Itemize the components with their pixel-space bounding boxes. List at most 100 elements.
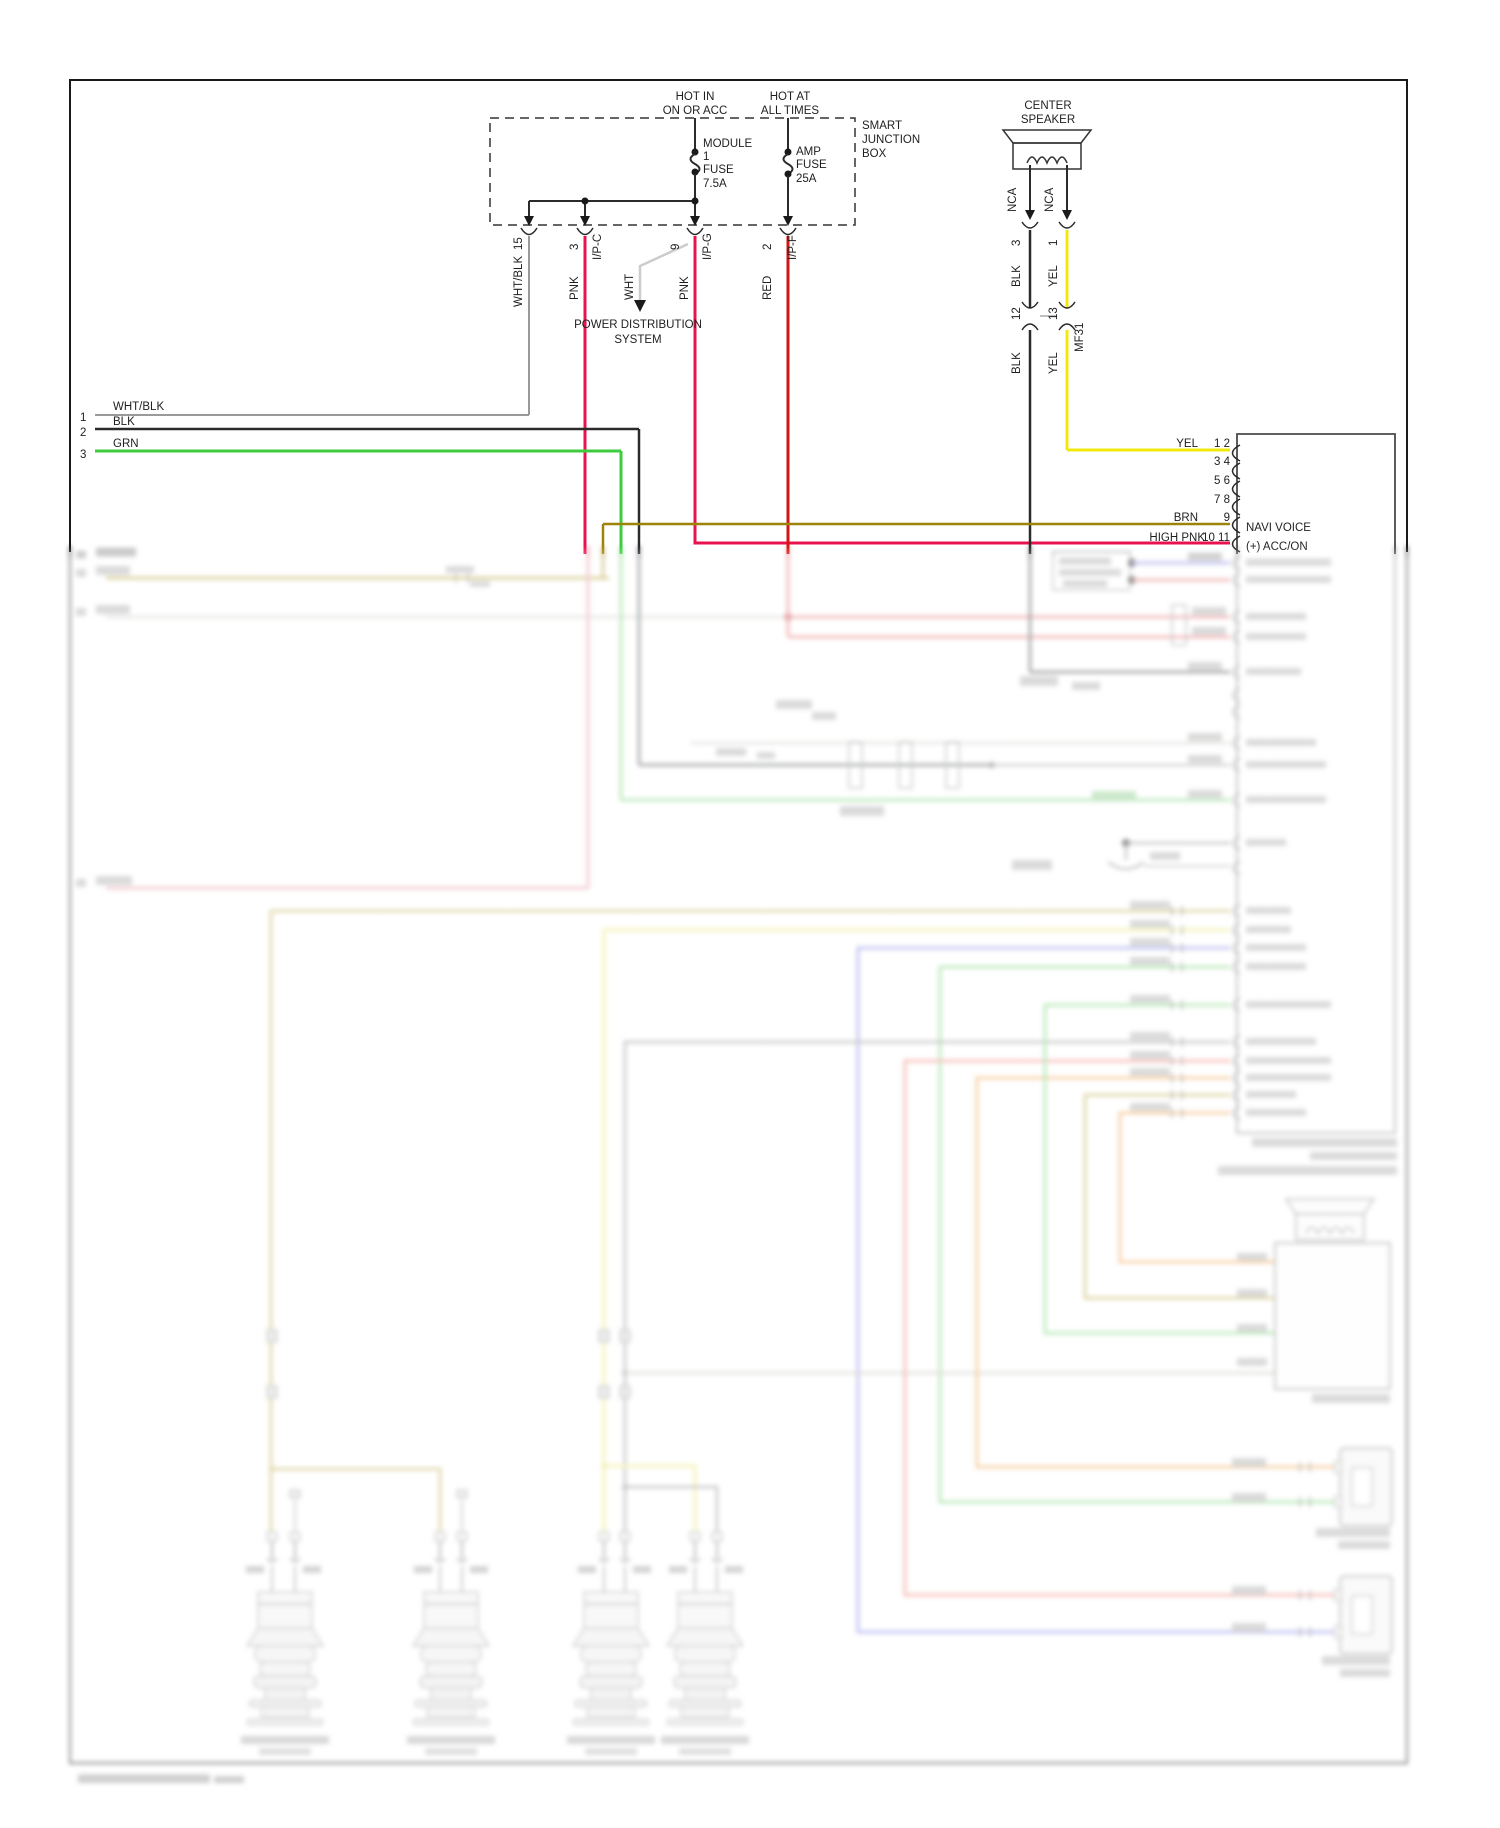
- wire-pnk-ipg: [693, 236, 1230, 545]
- wire-khaki2-run: [1083, 1093, 1277, 1300]
- svg-text:SPEAKER: SPEAKER: [1021, 114, 1075, 126]
- rear-connector-b: [1232, 1575, 1393, 1677]
- sjb-exit-connectors: [520, 216, 797, 236]
- svg-text:CENTER: CENTER: [1024, 100, 1071, 112]
- wire-gray-run: [622, 1040, 1277, 1532]
- svg-text:2: 2: [80, 427, 86, 439]
- svg-text:BLK: BLK: [1011, 265, 1023, 287]
- sjb-label: SMART: [862, 120, 902, 132]
- svg-text:FUSE: FUSE: [796, 159, 827, 171]
- wire-orange-run: [975, 1076, 1345, 1469]
- wire-grn-lower: [619, 546, 1230, 802]
- head-unit-box-lower: [1236, 546, 1396, 1134]
- head-unit-pin-rows-blurred: [1130, 553, 1331, 1121]
- svg-text:25A: 25A: [796, 173, 817, 185]
- svg-text:3: 3: [1011, 240, 1023, 246]
- svg-text:BLK: BLK: [1011, 352, 1023, 374]
- mid-connector-cluster: [716, 700, 960, 816]
- svg-text:YEL: YEL: [1048, 265, 1060, 287]
- svg-text:RED: RED: [762, 276, 774, 300]
- svg-text:SYSTEM: SYSTEM: [614, 334, 661, 346]
- wire-wht-powerdist: [634, 242, 689, 312]
- power-dist-label: POWER DISTRIBUTION: [574, 319, 702, 331]
- svg-text:WHT/BLK: WHT/BLK: [113, 401, 164, 413]
- left-input-rows: 1 WHT/BLK 2 BLK 3 GRN: [80, 401, 641, 554]
- can-module-box: [1052, 551, 1230, 591]
- speaker-loop-wires: [266, 1329, 719, 1532]
- svg-text:9: 9: [670, 244, 682, 250]
- svg-text:9: 9: [1224, 512, 1230, 524]
- svg-text:AMP: AMP: [796, 146, 821, 158]
- module-fuse: MODULE 1 FUSE 7.5A: [689, 118, 753, 201]
- svg-text:ON OR ACC: ON OR ACC: [663, 105, 728, 117]
- svg-text:I/P-G: I/P-G: [702, 233, 714, 260]
- wire-green-run: [938, 965, 1345, 1504]
- svg-text:YEL: YEL: [1048, 352, 1060, 374]
- svg-text:WHT: WHT: [624, 274, 636, 300]
- wire-blk-mid: [637, 546, 1230, 768]
- wire-tan-run: [269, 909, 1230, 1532]
- svg-text:3: 3: [80, 449, 86, 461]
- amp-fuse: AMP FUSE 25A: [782, 118, 827, 216]
- smart-junction-box: HOT IN ON OR ACC HOT AT ALL TIMES SMART …: [489, 91, 920, 236]
- svg-text:3: 3: [569, 244, 581, 250]
- svg-text:I/P-F: I/P-F: [787, 235, 799, 260]
- door-speaker: [661, 1531, 749, 1755]
- svg-text:BLK: BLK: [113, 416, 135, 428]
- door-speaker: [407, 1531, 495, 1755]
- wire-salmon-run: [903, 1059, 1345, 1597]
- center-speaker-wire-labels: NCA NCA 3 1 BLK YEL 12 13 MF31 BLK YEL: [1007, 187, 1086, 374]
- svg-text:12: 12: [1011, 307, 1023, 320]
- svg-text:PNK: PNK: [569, 276, 581, 300]
- highpnk-wire-label: HIGH PNK: [1149, 532, 1205, 544]
- rear-connector-a: [1232, 1447, 1393, 1549]
- svg-text:JUNCTION: JUNCTION: [862, 134, 920, 146]
- navi-voice-label: NAVI VOICE: [1246, 522, 1311, 534]
- svg-text:I/P-C: I/P-C: [592, 234, 604, 260]
- wire-speaker-yel: [1065, 330, 1230, 452]
- svg-text:WHT/BLK: WHT/BLK: [513, 256, 525, 307]
- svg-text:5 6: 5 6: [1214, 475, 1230, 487]
- svg-text:ALL TIMES: ALL TIMES: [761, 105, 819, 117]
- footer-text-blob: [78, 1774, 210, 1783]
- wire-speaker-blk-lower: [1028, 546, 1230, 674]
- svg-text:1: 1: [1048, 240, 1060, 246]
- speaker-horn-icon: [1001, 129, 1093, 144]
- brn-wire-label: BRN: [1174, 512, 1198, 524]
- door-speakers: [241, 1531, 749, 1755]
- head-unit-pin-cups: [1231, 444, 1241, 553]
- door-speaker: [567, 1531, 655, 1755]
- head-unit-caption-blobs: [1218, 1138, 1397, 1175]
- mf31-connector: [1021, 301, 1076, 331]
- svg-text:GRN: GRN: [113, 438, 139, 450]
- svg-text:NCA: NCA: [1044, 187, 1056, 212]
- acc-on-label: (+) ACC/ON: [1246, 541, 1308, 553]
- svg-text:FUSE: FUSE: [703, 164, 734, 176]
- svg-text:1 2: 1 2: [1214, 438, 1230, 450]
- svg-text:2: 2: [762, 244, 774, 250]
- door-speaker: [241, 1531, 329, 1755]
- center-speaker: CENTER SPEAKER NCA NCA 3: [1001, 100, 1230, 554]
- left-edge-rows-blurred: [76, 548, 136, 887]
- svg-text:13: 13: [1048, 307, 1060, 320]
- shield-cluster: [1012, 676, 1230, 870]
- svg-text:10 11: 10 11: [1202, 532, 1230, 544]
- wire-brn: [601, 522, 1230, 554]
- wire-orange2-run: [1118, 1111, 1277, 1264]
- svg-text:NCA: NCA: [1007, 187, 1019, 212]
- wire-green2-run: [1043, 1003, 1277, 1335]
- head-unit-box: YEL 1 2 3 4 5 6 7 8 BRN 9 HIGH PNK 10 11…: [1149, 433, 1396, 554]
- sjb-output-labels: 15 WHT/BLK 3 PNK I/P-C 9 WHT PNK I/P-G 2…: [513, 233, 799, 307]
- wire-whtblk: [95, 236, 530, 416]
- svg-text:PNK: PNK: [679, 276, 691, 300]
- wire-red-ipf-lower: [784, 546, 1230, 646]
- wire-grn-left: [95, 449, 623, 554]
- svg-text:15: 15: [513, 237, 525, 250]
- wire-pnk-ipc-lower: [106, 546, 590, 890]
- svg-text:7 8: 7 8: [1214, 494, 1230, 506]
- svg-text:3 4: 3 4: [1214, 456, 1231, 468]
- wire-blue-run: [856, 946, 1345, 1634]
- frame-lower: [69, 546, 1408, 1764]
